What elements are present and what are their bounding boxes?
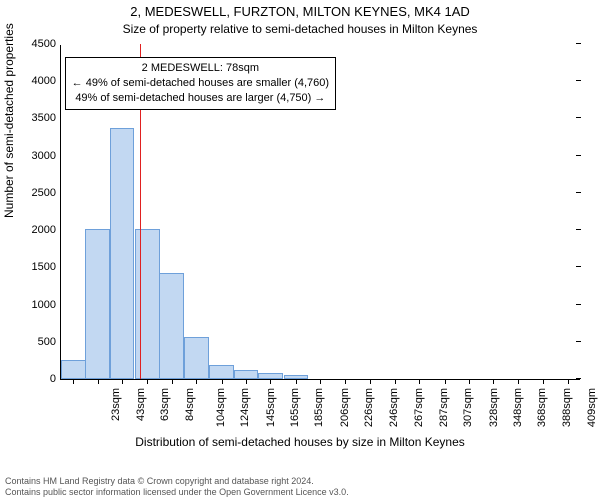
histogram-bar [135,229,160,379]
chart-title-line1: 2, MEDESWELL, FURZTON, MILTON KEYNES, MK… [0,4,600,19]
x-tick-label: 206sqm [339,388,351,427]
y-tick-label: 1500 [32,261,61,273]
x-tick-label: 84sqm [184,388,196,421]
histogram-bar [258,373,283,379]
attribution: Contains HM Land Registry data © Crown c… [5,476,349,498]
y-tick-label: 500 [38,336,61,348]
plot-area: 05001000150020002500300035004000450023sq… [60,45,580,380]
annotation-line1: 2 MEDESWELL: 78sqm [72,61,329,76]
histogram-bar [110,128,135,379]
annotation-line3: 49% of semi-detached houses are larger (… [72,91,329,106]
x-tick-label: 63sqm [159,388,171,421]
annotation-line2: ← 49% of semi-detached houses are smalle… [72,76,329,91]
annotation-box: 2 MEDESWELL: 78sqm← 49% of semi-detached… [65,57,336,110]
histogram-bar [184,337,209,379]
x-tick-label: 43sqm [135,388,147,421]
chart-container: 2, MEDESWELL, FURZTON, MILTON KEYNES, MK… [0,0,600,500]
y-tick-label: 2000 [32,224,61,236]
attribution-line2: Contains public sector information licen… [5,487,349,498]
histogram-bar [61,360,86,379]
x-axis-label: Distribution of semi-detached houses by … [0,435,600,449]
histogram-bar [234,370,259,379]
y-tick-label: 4000 [32,75,61,87]
x-tick-label: 267sqm [413,388,425,427]
attribution-line1: Contains HM Land Registry data © Crown c… [5,476,349,487]
x-tick-label: 348sqm [512,388,524,427]
y-tick-label: 1000 [32,299,61,311]
x-tick-label: 287sqm [438,388,450,427]
x-tick-label: 104sqm [215,388,227,427]
x-tick-label: 368sqm [536,388,548,427]
x-tick-label: 328sqm [488,388,500,427]
x-tick-label: 409sqm [586,388,598,427]
x-tick-label: 165sqm [289,388,301,427]
x-tick-label: 226sqm [364,388,376,427]
y-tick-label: 3500 [32,112,61,124]
x-tick-label: 124sqm [239,388,251,427]
x-tick-label: 185sqm [314,388,326,427]
y-tick-label: 2500 [32,187,61,199]
y-axis-label: Number of semi-detached properties [2,23,16,218]
x-tick-label: 246sqm [388,388,400,427]
y-tick-label: 3000 [32,150,61,162]
chart-title-line2: Size of property relative to semi-detach… [0,22,600,36]
y-tick-label: 4500 [32,38,61,50]
y-tick-label: 0 [50,373,61,385]
histogram-bar [159,273,184,379]
x-tick-label: 145sqm [265,388,277,427]
x-tick-label: 307sqm [462,388,474,427]
x-tick-label: 388sqm [561,388,573,427]
histogram-bar [209,365,234,379]
histogram-bar [284,375,309,379]
histogram-bar [85,229,110,379]
x-tick-label: 23sqm [110,388,122,421]
